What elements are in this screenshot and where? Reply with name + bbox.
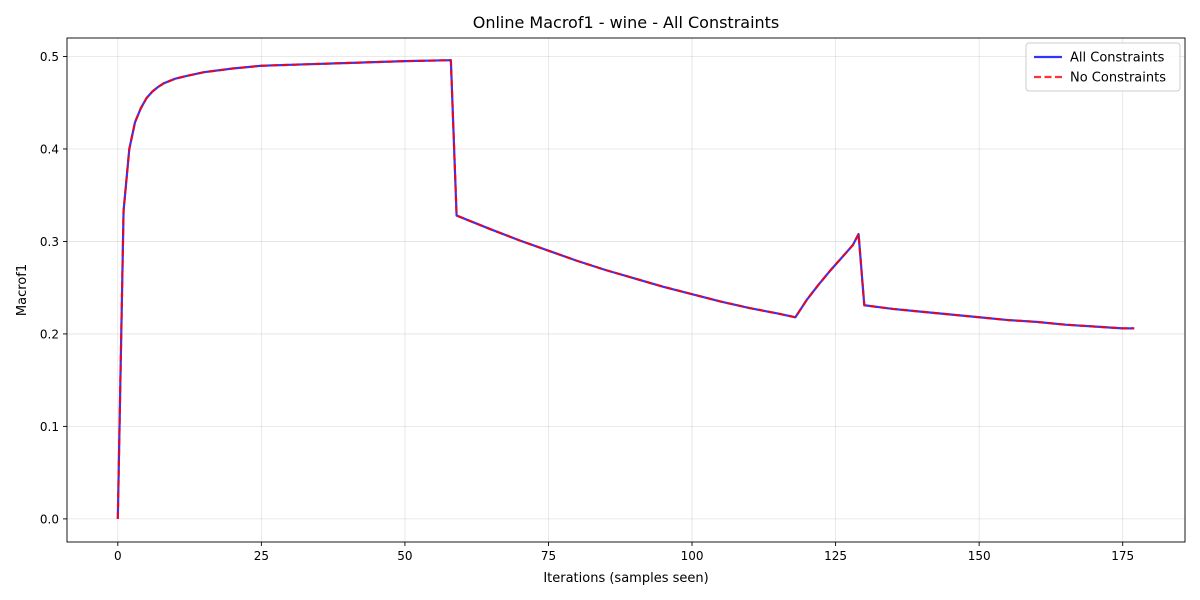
y-tick-label: 0.4 bbox=[40, 142, 59, 156]
y-tick-label: 0.2 bbox=[40, 327, 59, 341]
series-line-no-constraints bbox=[116, 59, 1135, 519]
x-tick-label: 50 bbox=[397, 549, 412, 563]
y-tick-label: 0.5 bbox=[40, 50, 59, 64]
legend: All Constraints No Constraints bbox=[1025, 42, 1181, 92]
y-tick-label: 0.1 bbox=[40, 420, 59, 434]
x-axis-label: Iterations (samples seen) bbox=[543, 571, 708, 586]
legend-label-all-constraints: All Constraints bbox=[1070, 51, 1165, 66]
legend-label-no-constraints: No Constraints bbox=[1070, 71, 1166, 86]
chart-title: Online Macrof1 - wine - All Constraints bbox=[473, 13, 780, 32]
legend-box bbox=[1025, 42, 1181, 92]
grid bbox=[67, 38, 1185, 542]
x-tick-label: 25 bbox=[254, 549, 269, 563]
x-tick-label: 100 bbox=[681, 549, 704, 563]
x-tick-label: 75 bbox=[541, 549, 556, 563]
x-tick-label: 150 bbox=[968, 549, 991, 563]
plot-frame bbox=[66, 37, 1186, 543]
x-tick-label: 175 bbox=[1111, 549, 1134, 563]
axis-ticks: 0 25 50 75 100 125 150 175 0.0 0.1 0.2 0.3 0.4 0.5 bbox=[40, 50, 1134, 563]
x-tick-label: 125 bbox=[824, 549, 847, 563]
y-axis-label: Macrof1 bbox=[15, 264, 30, 316]
series-group bbox=[116, 59, 1135, 519]
y-tick-label: 0.3 bbox=[40, 235, 59, 249]
x-tick-label: 0 bbox=[114, 549, 122, 563]
y-tick-label: 0.0 bbox=[40, 512, 59, 526]
